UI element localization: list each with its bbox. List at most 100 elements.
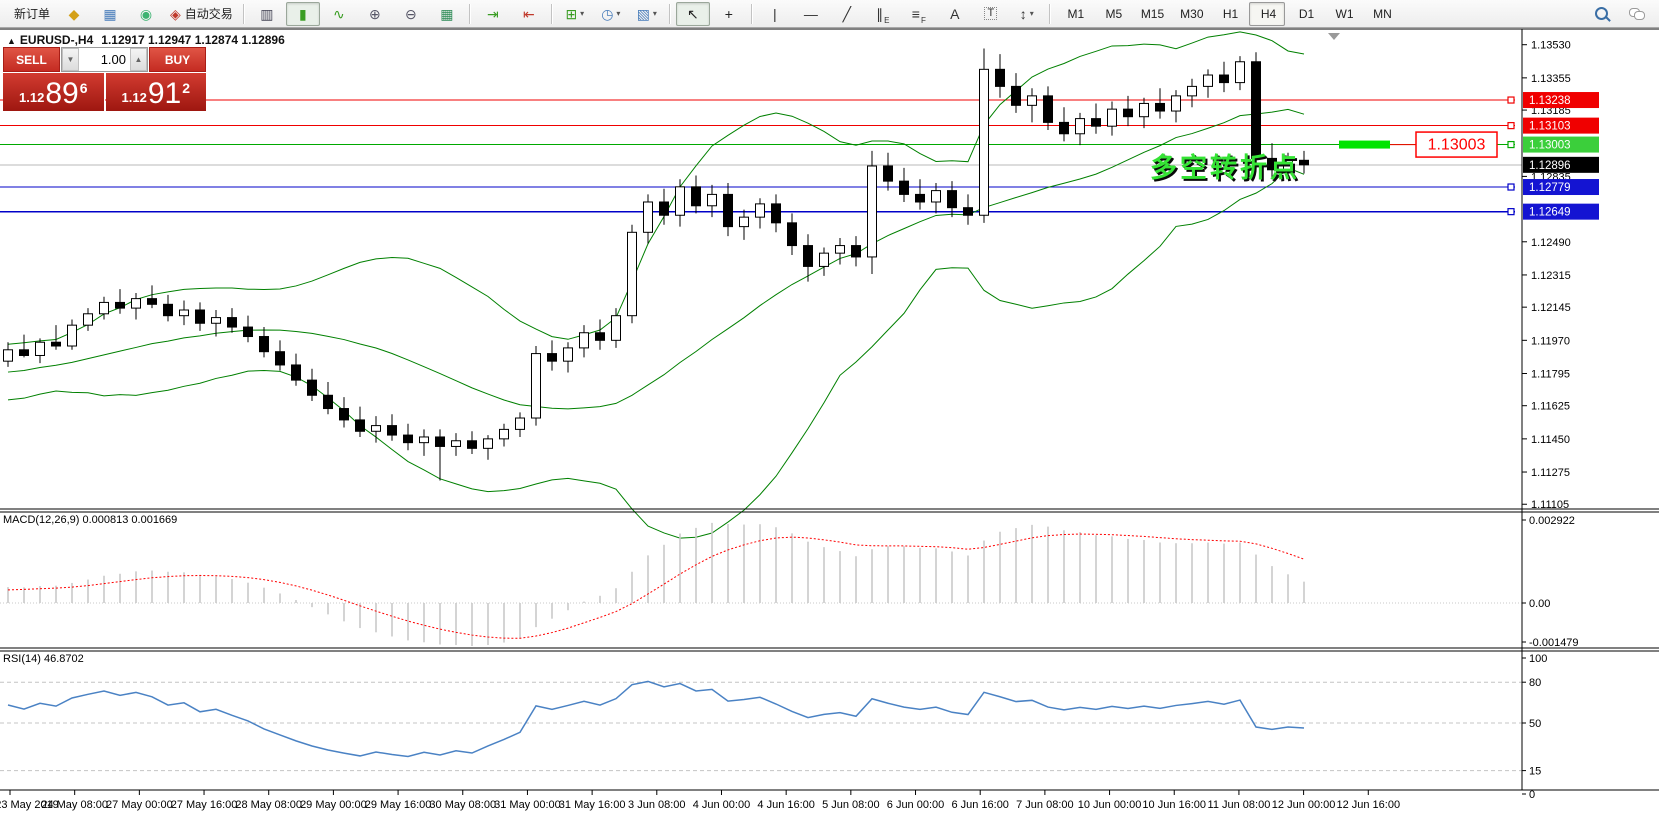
label-button[interactable]: T [974,2,1008,26]
tf-m1-button[interactable]: M1 [1056,2,1092,26]
collapse-panel-icon[interactable]: ▲ [7,36,16,46]
bar-chart-button[interactable]: ▥ [250,2,284,26]
annotation-text: 多空转折点 [1150,153,1300,183]
crosshair-button[interactable]: + [712,2,746,26]
ask-pip-digit: 2 [182,80,190,96]
tf-h4-label: H4 [1260,6,1277,21]
ask-prefix: 1.12 [121,90,147,105]
line-chart-button[interactable]: ∿ [322,2,356,26]
vertical-line-icon: | [772,5,777,22]
tf-m5-button[interactable]: M5 [1094,2,1130,26]
sell-button[interactable]: SELL [3,47,60,72]
text-icon: A [950,5,960,22]
svg-text:1.13355: 1.13355 [1531,73,1571,85]
tile-windows-button[interactable]: ▦ [430,2,464,26]
chart-shift-icon: ⇤ [522,5,535,22]
tf-w1-button[interactable]: W1 [1325,2,1361,26]
data-window-button[interactable]: ▦ [93,2,127,26]
tf-mn-button[interactable]: MN [1363,2,1399,26]
svg-text:12 Jun 16:00: 12 Jun 16:00 [1336,799,1400,811]
tf-m1-label: M1 [1067,6,1085,21]
ohlc-values: 1.12917 1.12947 1.12874 1.12896 [101,33,285,47]
text-button[interactable]: A [938,2,972,26]
template-button[interactable]: ▧ ▾ [630,2,664,26]
channel-button[interactable]: ∥ E [866,2,900,26]
dropdown-arrow-icon: ▾ [616,9,621,18]
tf-m15-label: M15 [1140,6,1165,21]
tf-h1-button[interactable]: H1 [1211,2,1247,26]
tf-m5-label: M5 [1105,6,1123,21]
new-chart-button[interactable]: ⊞ ▾ [558,2,592,26]
volume-decrement-button[interactable]: ▼ [62,48,79,71]
svg-text:10 Jun 16:00: 10 Jun 16:00 [1142,799,1206,811]
tf-d1-button[interactable]: D1 [1287,2,1323,26]
buy-button[interactable]: BUY [149,47,206,72]
chart-shift-button[interactable]: ⇤ [512,2,546,26]
svg-text:1.11450: 1.11450 [1531,434,1570,446]
tf-h4-button[interactable]: H4 [1248,1,1285,26]
chart-shift-marker[interactable] [1328,33,1340,40]
svg-text:1.13238: 1.13238 [1529,95,1571,107]
toolbar: 新订单 ◆ ▦ ◉ ◈ 自动交易 ▥ ▮ ∿ ⊕ ⊖ ▦ ⇥ ⇤ ⊞ ▾ ◷ ▾ ▧ ▾ ↖ + | — ╱ ∥ E ≡ F A T ↕ ▾ M1… [0,0,1659,28]
annotation-trend-bar[interactable] [1339,140,1390,149]
svg-text:30 May 08:00: 30 May 08:00 [429,799,496,811]
svg-text:15: 15 [1529,766,1541,778]
navigator-button[interactable]: ◉ [129,2,163,26]
svg-text:1.11970: 1.11970 [1531,335,1570,347]
zoom-in-icon: ⊕ [368,5,381,22]
svg-text:1.12315: 1.12315 [1531,270,1571,282]
cursor-icon: ↖ [686,5,699,22]
volume-increment-button[interactable]: ▲ [130,48,147,71]
svg-text:1.12896: 1.12896 [1529,160,1571,172]
fibonacci-icon: ≡ [911,5,920,22]
arrows-button[interactable]: ↕ ▾ [1010,2,1044,26]
volume-input[interactable]: 1.00 [100,52,126,67]
chart-area[interactable]: 1.130031.135301.133551.131851.128351.124… [0,28,1659,818]
svg-text:5 Jun 08:00: 5 Jun 08:00 [822,799,880,811]
tf-m30-button[interactable]: M30 [1171,2,1208,26]
market-watch-button[interactable]: ◆ [57,2,91,26]
svg-text:1.13003: 1.13003 [1529,140,1571,152]
horizontal-line-button[interactable]: — [794,2,828,26]
svg-text:10 Jun 00:00: 10 Jun 00:00 [1078,799,1142,811]
period-button[interactable]: ◷ ▾ [594,2,628,26]
line-chart-icon: ∿ [332,5,345,22]
zoom-out-button[interactable]: ⊖ [394,2,428,26]
market-watch-icon: ◆ [68,5,80,22]
tf-m30-label: M30 [1180,6,1204,21]
auto-scroll-icon: ⇥ [486,5,499,22]
auto-trading-button[interactable]: ◈ 自动交易 [165,2,238,26]
svg-text:1.11105: 1.11105 [1531,499,1569,511]
chat-button[interactable] [1620,2,1654,26]
zoom-in-button[interactable]: ⊕ [358,2,392,26]
volume-spinner: ▼ 1.00 ▲ [61,47,148,72]
svg-text:11 Jun 08:00: 11 Jun 08:00 [1208,799,1271,811]
new-order-button[interactable]: 新订单 [5,2,55,26]
auto-scroll-button[interactable]: ⇥ [476,2,510,26]
toolbar-separator [242,3,245,24]
cursor-button[interactable]: ↖ [675,1,710,26]
vertical-line-button[interactable]: | [758,2,792,26]
svg-text:4 Jun 00:00: 4 Jun 00:00 [693,799,751,811]
bid-price[interactable]: 1.12 89 6 [3,73,105,111]
svg-text:0: 0 [1529,789,1535,801]
fibonacci-sub-label: F [920,15,926,25]
svg-text:12 Jun 00:00: 12 Jun 00:00 [1272,799,1336,811]
svg-text:1.11795: 1.11795 [1531,368,1570,380]
symbol-title: EURUSD-,H4 [19,33,94,47]
search-icon [1594,7,1611,22]
ask-price[interactable]: 1.12 91 2 [105,73,206,111]
annotation-callout-label: 1.13003 [1428,137,1486,154]
annotation-callout-box[interactable] [1415,131,1498,158]
trendline-icon: ╱ [842,5,852,22]
bar-chart-icon: ▥ [260,5,274,22]
trendline-button[interactable]: ╱ [830,2,864,26]
fibonacci-button[interactable]: ≡ F [902,2,936,26]
dropdown-arrow-icon: ▾ [580,9,585,18]
search-button[interactable] [1584,2,1618,26]
tf-mn-label: MN [1373,6,1392,21]
channel-icon: ∥ [876,5,884,22]
tf-m15-button[interactable]: M15 [1132,2,1169,26]
candlestick-chart-button[interactable]: ▮ [285,1,320,26]
data-window-icon: ▦ [103,5,117,22]
